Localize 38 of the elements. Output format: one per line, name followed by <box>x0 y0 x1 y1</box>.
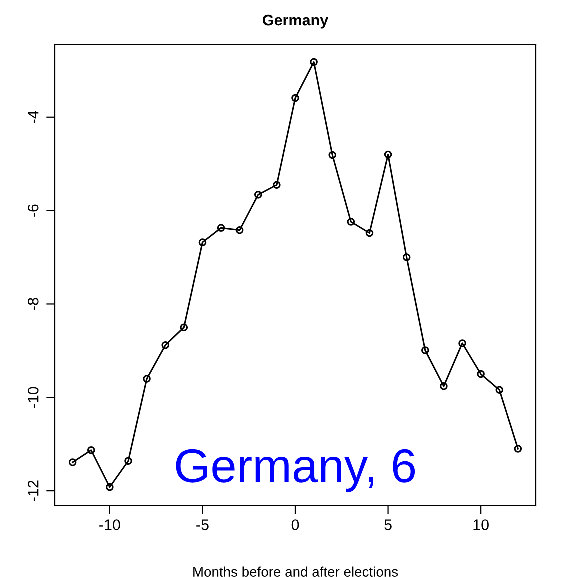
x-tick-label: 0 <box>292 520 300 530</box>
point <box>347 218 356 226</box>
point <box>143 375 151 383</box>
point <box>440 382 448 390</box>
point <box>217 224 226 232</box>
point <box>310 58 318 66</box>
y-tick-label: -12 <box>28 480 39 502</box>
y-tick-label: -10 <box>28 387 39 408</box>
y-tick-label: -4 <box>28 111 39 124</box>
point <box>458 340 466 348</box>
annotation: Germany, 6 <box>176 449 416 492</box>
x-tick-label: 10 <box>474 520 489 530</box>
point <box>422 346 430 354</box>
x-tick-label: -5 <box>196 520 209 530</box>
point <box>68 458 77 466</box>
point <box>328 151 337 160</box>
point <box>236 226 244 234</box>
point <box>477 370 485 378</box>
point <box>402 254 411 262</box>
chart-title: Germany <box>263 14 329 29</box>
point <box>180 324 188 332</box>
x-tick-label: 5 <box>384 520 392 530</box>
point <box>292 94 300 102</box>
point <box>106 483 114 492</box>
point <box>366 229 374 238</box>
point <box>514 445 522 453</box>
point <box>198 238 207 246</box>
point <box>87 446 96 454</box>
x-axis-title: Months before and after elections <box>194 566 398 577</box>
point <box>496 386 504 394</box>
point <box>162 341 170 350</box>
point <box>124 457 132 466</box>
y-tick-label: -6 <box>28 204 39 217</box>
point <box>384 150 392 159</box>
x-tick-label: -10 <box>100 520 120 530</box>
point <box>273 181 281 190</box>
y-tick-label: -8 <box>28 298 39 310</box>
point <box>254 191 262 199</box>
